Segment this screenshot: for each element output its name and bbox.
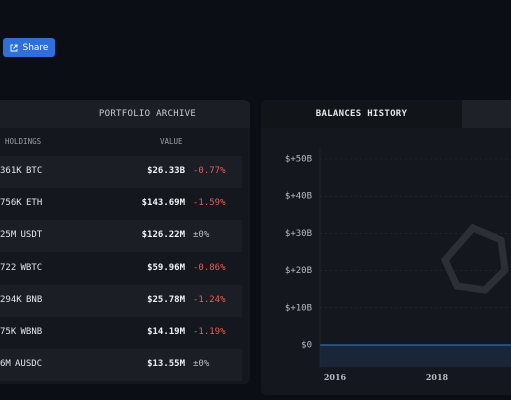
amount: 294K [0, 294, 22, 305]
value: $14.19M [147, 327, 185, 337]
value: $143.69M [141, 198, 185, 209]
watermark [440, 223, 509, 294]
holdings-header: HOLDINGS [5, 137, 42, 146]
value-header: VALUE [160, 137, 183, 146]
y-axis-label: $+10B [285, 303, 312, 313]
holding-row: 361K BTC $26.33B -0.77% [0, 156, 242, 188]
token: WBTC [20, 262, 43, 273]
balances-title: BALANCES HISTORY [315, 109, 408, 119]
share-button[interactable]: Share [3, 38, 55, 57]
change: ±0% [193, 359, 210, 370]
balance-area [320, 345, 511, 367]
amount: 6M [0, 359, 11, 370]
holding-row: 294K BNB $25.78M -1.24% [0, 284, 242, 317]
portfolio-title: PORTFOLIO ARCHIVE [98, 109, 197, 119]
balances-tab[interactable]: BALANCES HISTORY [261, 100, 462, 128]
y-axis-label: $+40B [285, 192, 312, 202]
y-axis-label: $+30B [285, 229, 312, 239]
holding-row: 25M USDT $126.22M ±0% [0, 220, 242, 253]
y-axis-label: $+20B [285, 266, 312, 276]
portfolio-panel: PORTFOLIO ARCHIVE HOLDINGS VALUE 361K BTC… [0, 100, 250, 384]
x-axis-label: 2018 [426, 372, 449, 382]
tab-filler [462, 100, 511, 128]
token: AUSDC [15, 359, 43, 370]
value: $126.22M [141, 230, 185, 241]
amount: 75K [0, 327, 17, 337]
y-axis-label: $0 [301, 341, 312, 351]
amount: 756K [0, 198, 22, 209]
change: -1.59% [193, 198, 226, 209]
holding-row: 75K WBNB $14.19M -1.19% [0, 317, 242, 349]
holding-row: 756K ETH $143.69M -1.59% [0, 188, 242, 221]
portfolio-tab[interactable]: PORTFOLIO ARCHIVE [0, 100, 250, 128]
amount: 25M [0, 230, 17, 241]
value: $26.33B [147, 166, 185, 176]
y-axis-label: $+50B [285, 155, 312, 165]
change: -0.86% [193, 262, 226, 273]
value: $13.55M [147, 359, 185, 370]
token: BNB [26, 294, 43, 305]
holding-row: 6M AUSDC $13.55M ±0% [0, 349, 242, 382]
value: $25.78M [147, 294, 185, 305]
balances-panel: BALANCES HISTORY $+50B $+40B $+30B $+20B $+1… [261, 100, 511, 395]
holding-row: 722 WBTC $59.96M -0.86% [0, 252, 242, 285]
amount: 361K [0, 166, 22, 176]
change: ±0% [193, 230, 210, 241]
token: BTC [26, 166, 43, 176]
token: USDT [20, 230, 43, 241]
value: $59.96M [147, 262, 185, 273]
token: ETH [26, 198, 43, 209]
balances-chart: $+50B $+40B $+30B $+20B $+10B $0 2016 2018 [285, 149, 511, 382]
change: -1.19% [193, 327, 226, 337]
token: WBNB [20, 327, 43, 337]
change: -0.77% [193, 166, 226, 176]
share-label: Share [22, 42, 49, 53]
x-axis-label: 2016 [324, 372, 347, 382]
amount: 722 [0, 262, 17, 273]
change: -1.24% [193, 294, 226, 305]
share-icon [10, 44, 17, 51]
